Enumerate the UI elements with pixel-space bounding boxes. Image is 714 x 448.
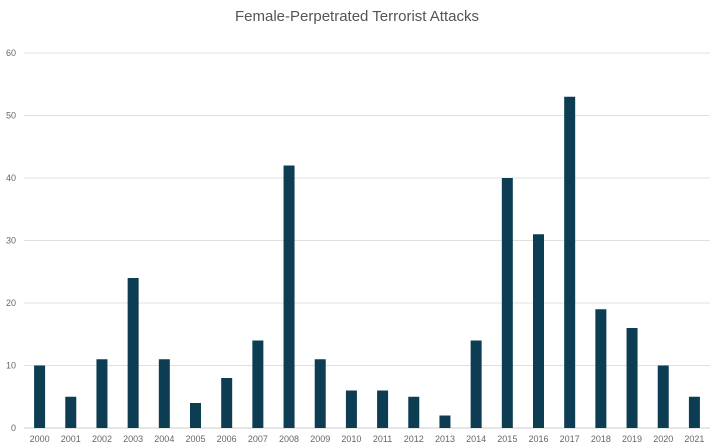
x-tick-label: 2018 — [591, 434, 611, 444]
x-tick-label: 2001 — [61, 434, 81, 444]
bar-2016 — [533, 234, 544, 428]
y-tick-label: 10 — [6, 361, 16, 371]
x-tick-label: 2004 — [154, 434, 174, 444]
x-tick-label: 2013 — [435, 434, 455, 444]
x-tick-label: 2019 — [622, 434, 642, 444]
x-tick-label: 2008 — [279, 434, 299, 444]
bar-2003 — [127, 278, 139, 428]
bar-2015 — [501, 178, 513, 428]
y-tick-label: 50 — [6, 111, 16, 121]
bar-2005 — [190, 403, 201, 428]
bar-2018 — [595, 309, 607, 428]
bar-2019 — [626, 328, 638, 428]
bar-2008 — [283, 165, 295, 428]
x-tick-label: 2006 — [217, 434, 237, 444]
bar-2009 — [314, 359, 326, 428]
y-tick-label: 0 — [11, 423, 16, 433]
bar-2013 — [439, 415, 451, 428]
x-tick-label: 2017 — [560, 434, 580, 444]
x-tick-label: 2009 — [310, 434, 330, 444]
x-tick-label: 2005 — [185, 434, 205, 444]
x-tick-label: 2016 — [528, 434, 548, 444]
bar-2017 — [564, 96, 576, 428]
y-tick-label: 60 — [6, 48, 16, 58]
bar-2020 — [657, 365, 669, 428]
bar-2014 — [470, 340, 482, 428]
x-tick-label: 2010 — [341, 434, 361, 444]
x-tick-label: 2003 — [123, 434, 143, 444]
y-tick-label: 30 — [6, 236, 16, 246]
x-tick-label: 2012 — [404, 434, 424, 444]
bar-2007 — [252, 340, 264, 428]
x-tick-label: 2020 — [653, 434, 673, 444]
x-axis: 2000 2001 2002 2003 2004 2005 2006 2007 2008 2009… — [30, 434, 705, 444]
x-tick-label: 2011 — [373, 434, 392, 444]
y-tick-label: 40 — [6, 173, 16, 183]
bar-2006 — [221, 378, 233, 428]
x-tick-label: 2000 — [30, 434, 50, 444]
x-tick-label: 2007 — [248, 434, 268, 444]
x-tick-label: 2002 — [92, 434, 112, 444]
bar-2021 — [688, 396, 700, 428]
x-tick-label: 2015 — [497, 434, 517, 444]
bars — [34, 96, 700, 428]
gridlines — [24, 52, 710, 429]
y-axis: 0 10 20 30 40 50 60 — [6, 48, 16, 433]
bar-2012 — [408, 396, 420, 428]
bar-2000 — [34, 365, 46, 428]
chart-title: Female-Perpetrated Terrorist Attacks — [235, 8, 479, 25]
bar-2002 — [96, 359, 108, 428]
y-tick-label: 20 — [6, 298, 16, 308]
bar-2011 — [377, 390, 389, 428]
bar-2004 — [158, 359, 170, 428]
bar-2001 — [65, 396, 77, 428]
bar-2010 — [345, 390, 357, 428]
x-tick-label: 2014 — [466, 434, 486, 444]
x-tick-label: 2021 — [684, 434, 704, 444]
